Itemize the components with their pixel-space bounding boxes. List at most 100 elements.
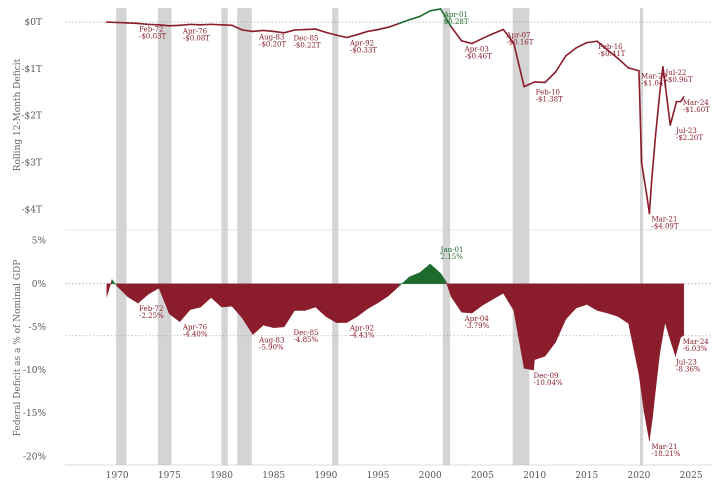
deficit-line-segment-21 [325, 31, 338, 36]
top-annotation-date-8: Feb-10 [536, 89, 560, 97]
top-annotation-date-3: Dec-85 [294, 34, 319, 42]
x-tick-8: 2010 [523, 471, 546, 481]
bottom-annotation-date-10: Mar-24 [683, 338, 710, 346]
deficit-line-segment-20 [314, 28, 327, 34]
deficit-gdp-area-segment-56 [649, 283, 653, 441]
bottom-annotation-date-0: Feb-72 [139, 305, 163, 313]
deficit-gdp-area-segment-5 [148, 283, 160, 295]
bottom-annotation-value-5: 2.15% [441, 253, 464, 261]
recession-band-4 [332, 8, 339, 465]
top-y-tick-4: -$4T [22, 205, 43, 215]
deficit-line-segment-40 [523, 81, 536, 88]
deficit-gdp-area-segment-59 [659, 283, 666, 353]
deficit-line-segment-34 [460, 39, 473, 45]
deficit-line-segment-28 [398, 18, 411, 25]
top-annotation-date-5: Apr-01 [443, 11, 468, 19]
deficit-line-segment-16 [272, 30, 285, 34]
bottom-y-tick-0: 5% [32, 237, 47, 247]
top-annotation-value-2: -$0.20T [259, 40, 286, 48]
deficit-line-segment-42 [544, 71, 557, 84]
x-tick-7: 2005 [471, 471, 494, 481]
top-annotation-date-10: Mar-20 [641, 73, 667, 81]
deficit-line-segment-43 [554, 54, 567, 73]
deficit-gdp-area-segment-47 [565, 283, 577, 320]
deficit-line-segment-36 [481, 32, 494, 40]
top-annotation-date-14: Mar-24 [683, 99, 710, 107]
deficit-line-segment-27 [387, 22, 400, 28]
deficit-line-segment-32 [439, 8, 452, 28]
deficit-gdp-area-segment-53 [628, 283, 640, 375]
deficit-line-segment-59 [664, 86, 672, 126]
deficit-gdp-area-segment-18 [283, 283, 295, 328]
deficit-line-segment-25 [366, 28, 379, 33]
bottom-annotation-value-9: -8.36% [676, 365, 701, 373]
deficit-gdp-area-segment-30 [409, 272, 421, 284]
deficit-line-segment-44 [565, 46, 578, 57]
top-annotation-date-2: Aug-83 [258, 33, 284, 41]
deficit-gdp-area-segment-51 [607, 283, 619, 317]
deficit-gdp-area-segment-50 [597, 283, 608, 314]
deficit-line-segment-24 [356, 30, 369, 36]
deficit-line-segment-47 [596, 40, 609, 51]
deficit-line-segment-57 [659, 66, 664, 94]
deficit-gdp-area-segment-11 [210, 283, 222, 308]
deficit-gdp-area-segment-23 [336, 283, 347, 323]
deficit-gdp-area-segment-36 [461, 283, 473, 314]
deficit-gdp-area-segment-4 [137, 283, 149, 304]
bottom-y-tick-1: 0% [32, 280, 47, 290]
deficit-gdp-area-segment-29 [398, 276, 410, 287]
deficit-gdp-area-segment-58 [655, 283, 661, 390]
top-annotation-date-11: Mar-21 [651, 215, 677, 223]
top-annotation-date-12: Jul-22 [665, 69, 687, 77]
deficit-line-segment-38 [502, 28, 515, 44]
bottom-annotation-value-1: -4.40% [183, 331, 208, 339]
deficit-gdp-area-segment-52 [617, 283, 629, 324]
top-y-tick-0: $0T [25, 18, 42, 28]
bottom-annotation-date-6: Apr-04 [464, 315, 490, 323]
deficit-line-segment-31 [429, 8, 442, 12]
top-annotation-value-12: -$0.96T [666, 76, 693, 84]
deficit-line-segment-39 [512, 42, 525, 88]
x-tick-4: 1990 [314, 471, 337, 481]
deficit-line-segment-12 [231, 24, 244, 31]
bottom-annotation-date-5: Jan-01 [440, 246, 464, 254]
deficit-gdp-area-segment-28 [388, 283, 400, 297]
recession-band-1 [157, 8, 172, 465]
top-annotation-date-1: Apr-76 [182, 27, 208, 35]
deficit-gdp-area-segment-26 [367, 283, 379, 310]
deficit-gdp-area-segment-39 [492, 283, 504, 300]
top-annotation-value-8: -$1.38T [536, 96, 563, 104]
bottom-y-tick-4: -15% [23, 409, 46, 419]
deficit-gdp-area-segment-46 [555, 283, 567, 343]
bottom-annotation-value-2: -5.90% [259, 344, 284, 352]
top-annotation-value-3: -$0.22T [294, 41, 321, 49]
deficit-gdp-area-segment-22 [325, 283, 337, 323]
x-tick-2: 1980 [210, 471, 233, 481]
deficit-line-segment-14 [252, 29, 265, 33]
bottom-annotation-date-3: Dec-85 [294, 329, 319, 337]
deficit-line-segment-17 [283, 29, 296, 34]
top-y-tick-1: -$1T [22, 65, 43, 75]
bottom-annotation-value-4: -4.43% [350, 332, 375, 340]
top-annotation-date-6: Apr-03 [464, 46, 489, 54]
deficit-gdp-area-segment-40 [503, 283, 514, 312]
deficit-gdp-area-segment-0 [106, 279, 113, 297]
top-y-axis-title: Rolling 12-Month Deficit [13, 58, 23, 171]
bottom-annotation-value-6: -3.79% [465, 322, 490, 330]
deficit-gdp-area-segment-54 [638, 283, 645, 413]
bottom-annotation-value-0: -2.25% [139, 312, 164, 320]
bottom-annotation-value-8: -18.21% [651, 450, 680, 458]
rolling-deficit-panel: Feb-72-$0.03T Apr-76-$0.08T Aug-83-$0.20T D… [105, 8, 710, 230]
top-annotation-date-13: Jul-23 [675, 127, 697, 135]
top-annotation-date-0: Feb-72 [139, 25, 163, 33]
deficit-gdp-area-segment-57 [652, 283, 656, 418]
axes: $0T -$1T -$2T -$3T -$4T 5% 0% -5% -10% -15% -20% 19… [22, 18, 712, 481]
deficit-line-segment-46 [585, 40, 599, 44]
deficit-gdp-area-segment-60 [664, 283, 671, 340]
deficit-gdp-area-segment-48 [576, 283, 587, 309]
bottom-annotation-date-4: Apr-92 [349, 325, 374, 333]
deficit-line-segment-5 [158, 24, 171, 27]
deficit-gdp-area-segment-55 [643, 283, 650, 441]
recession-band-7 [639, 8, 644, 465]
